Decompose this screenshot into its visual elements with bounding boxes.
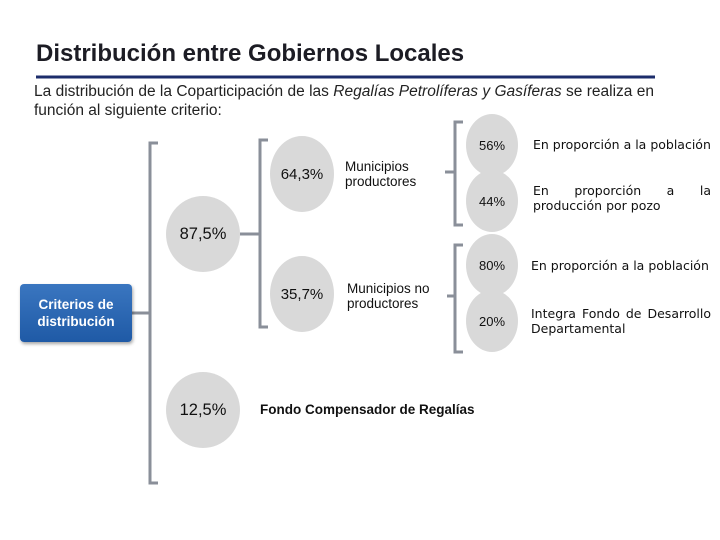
circle-12-5: 12,5% xyxy=(166,372,240,448)
bracket-main xyxy=(148,141,158,485)
non-producers-item-2-label: Integra Fondo de Desarrollo Departamenta… xyxy=(531,306,711,336)
intro-emphasis: Regalías Petrolíferas y Gasíferas xyxy=(333,83,562,100)
intro-paragraph: La distribución de la Coparticipación de… xyxy=(34,82,654,120)
fund-label: Fondo Compensador de Regalías xyxy=(260,402,475,417)
bracket-municipios xyxy=(258,138,268,329)
circle-80: 80% xyxy=(466,234,518,296)
producers-item-2-label: En proporción a la producción por pozo xyxy=(533,183,711,213)
intro-text-before: La distribución de la Coparticipación de… xyxy=(34,83,334,100)
producers-label: Municipios productores xyxy=(345,159,417,189)
root-criteria-box: Criterios de distribución xyxy=(20,284,132,342)
bracket-producers xyxy=(453,120,463,227)
producers-item-1-label: En proporción a la población xyxy=(533,137,711,152)
non-producers-label: Municipios no productores xyxy=(347,281,430,311)
circle-87-5: 87,5% xyxy=(166,196,240,272)
page-title: Distribución entre Gobiernos Locales xyxy=(36,40,465,67)
circle-35-7: 35,7% xyxy=(270,256,334,332)
circle-64-3: 64,3% xyxy=(270,136,334,212)
non-producers-item-1-label: En proporción a la población xyxy=(531,258,709,273)
circle-56: 56% xyxy=(466,114,518,176)
bracket-non-producers xyxy=(453,243,463,354)
circle-44: 44% xyxy=(466,170,518,232)
intro-text-after: se realiza en función al siguiente crite… xyxy=(34,83,654,119)
circle-20: 20% xyxy=(466,290,518,352)
